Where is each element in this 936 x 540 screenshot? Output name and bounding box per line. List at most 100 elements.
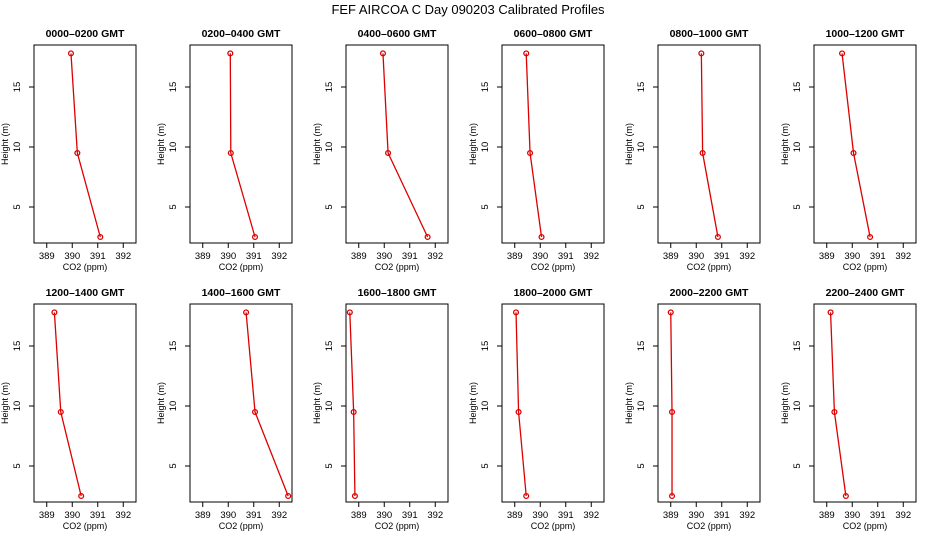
profile-line — [245, 312, 289, 497]
x-axis-label: CO2 (ppm) — [687, 521, 732, 531]
panel-title: 0800–1000 GMT — [670, 28, 749, 40]
x-tick-label: 390 — [688, 510, 704, 521]
x-tick-label: 392 — [427, 510, 443, 521]
x-tick-label: 389 — [663, 251, 679, 262]
x-axis-label: CO2 (ppm) — [219, 262, 264, 272]
y-axis-label: Height (m) — [0, 382, 10, 424]
x-tick-label: 389 — [195, 510, 211, 521]
data-point — [714, 233, 721, 241]
y-axis-label: Height (m) — [624, 382, 634, 424]
plot-frame — [657, 303, 761, 503]
y-tick-label: 10 — [168, 401, 179, 412]
x-tick-label: 389 — [39, 251, 55, 262]
y-tick-label: 15 — [12, 341, 23, 352]
profile-line — [841, 53, 871, 238]
data-point — [74, 149, 81, 157]
panel: 2000–2200 GMT 389 390 391 392 5 10 15 CO2 (ppm) H… — [624, 287, 761, 531]
y-tick-label: 5 — [168, 463, 179, 468]
data-point — [526, 149, 534, 157]
panels-grid: 0000–0200 GMT 389 390 391 392 5 10 15 CO2 (ppm) H… — [0, 28, 917, 531]
profile-line — [515, 312, 527, 497]
y-tick-label: 10 — [12, 142, 23, 153]
profile-line — [525, 53, 543, 238]
y-tick-label: 15 — [792, 341, 803, 352]
profile-line — [700, 53, 719, 238]
y-axis-label: Height (m) — [624, 123, 634, 165]
panel-title: 1200–1400 GMT — [46, 287, 125, 299]
y-axis-label: Height (m) — [468, 123, 478, 165]
profile-line — [382, 53, 429, 238]
profile-line — [349, 312, 356, 497]
panel-title: 0400–0600 GMT — [358, 28, 437, 40]
panel: 0800–1000 GMT 389 390 391 392 5 10 15 CO2 (ppm) H… — [624, 28, 761, 272]
y-axis-label: Height (m) — [468, 382, 478, 424]
y-tick-label: 15 — [12, 82, 23, 93]
x-tick-label: 389 — [507, 251, 523, 262]
x-tick-label: 392 — [427, 251, 443, 262]
x-tick-label: 390 — [532, 251, 548, 262]
x-axis-label: CO2 (ppm) — [219, 521, 264, 531]
x-axis-label: CO2 (ppm) — [531, 521, 576, 531]
panel: 1400–1600 GMT 389 390 391 392 5 10 15 CO2 (ppm) H… — [156, 287, 293, 531]
plot-frame — [345, 303, 449, 503]
y-tick-label: 10 — [636, 142, 647, 153]
profile-line — [829, 312, 847, 497]
x-tick-label: 391 — [870, 510, 886, 521]
plot-frame — [189, 44, 293, 244]
x-tick-label: 392 — [271, 510, 287, 521]
y-axis-label: Height (m) — [0, 123, 10, 165]
data-point — [838, 50, 846, 57]
y-tick-label: 15 — [324, 82, 335, 93]
y-tick-label: 10 — [168, 142, 179, 153]
y-tick-label: 5 — [792, 463, 803, 468]
y-tick-label: 5 — [168, 204, 179, 209]
panel: 0000–0200 GMT 389 390 391 392 5 10 15 CO2 (ppm) H… — [0, 28, 137, 272]
x-axis-label: CO2 (ppm) — [843, 262, 888, 272]
data-point — [379, 50, 387, 57]
panel: 0200–0400 GMT 389 390 391 392 5 10 15 CO2 (ppm) H… — [156, 28, 293, 272]
x-tick-label: 392 — [115, 251, 131, 262]
x-tick-label: 391 — [558, 510, 574, 521]
panel: 2200–2400 GMT 389 390 391 392 5 10 15 CO2 (ppm) H… — [780, 287, 917, 531]
y-axis-label: Height (m) — [312, 123, 322, 165]
y-tick-label: 15 — [636, 341, 647, 352]
panel-title: 0600–0800 GMT — [514, 28, 593, 40]
data-point — [385, 149, 392, 157]
y-tick-label: 15 — [168, 341, 179, 352]
panel: 1000–1200 GMT 389 390 391 392 5 10 15 CO2 (ppm) H… — [780, 28, 917, 272]
x-axis-label: CO2 (ppm) — [375, 521, 420, 531]
profile-line — [53, 312, 82, 497]
y-tick-label: 15 — [480, 341, 491, 352]
x-tick-label: 390 — [532, 510, 548, 521]
y-tick-label: 5 — [480, 204, 491, 209]
data-point — [424, 233, 431, 241]
y-tick-label: 5 — [480, 463, 491, 468]
y-tick-label: 5 — [12, 204, 23, 209]
data-point — [668, 492, 676, 500]
panel-title: 1800–2000 GMT — [514, 287, 593, 299]
x-tick-label: 389 — [351, 510, 367, 521]
panel: 0600–0800 GMT 389 390 391 392 5 10 15 CO2 (ppm) H… — [468, 28, 605, 272]
y-axis-label: Height (m) — [312, 382, 322, 424]
y-tick-label: 15 — [792, 82, 803, 93]
data-point — [512, 309, 520, 316]
y-tick-label: 10 — [324, 142, 335, 153]
x-tick-label: 391 — [402, 510, 418, 521]
x-tick-label: 391 — [246, 510, 262, 521]
panel-title: 2000–2200 GMT — [670, 287, 749, 299]
plot-frame — [501, 44, 605, 244]
x-tick-label: 390 — [64, 251, 80, 262]
data-point — [351, 492, 358, 500]
plot-frame — [657, 44, 761, 244]
x-tick-label: 389 — [819, 510, 835, 521]
data-point — [346, 309, 353, 316]
x-tick-label: 390 — [844, 510, 860, 521]
x-tick-label: 391 — [870, 251, 886, 262]
y-tick-label: 5 — [792, 204, 803, 209]
x-tick-label: 392 — [895, 251, 911, 262]
data-point — [97, 233, 104, 241]
data-point — [243, 309, 250, 316]
data-point — [831, 408, 838, 416]
x-tick-label: 389 — [195, 251, 211, 262]
y-tick-label: 5 — [324, 204, 335, 209]
